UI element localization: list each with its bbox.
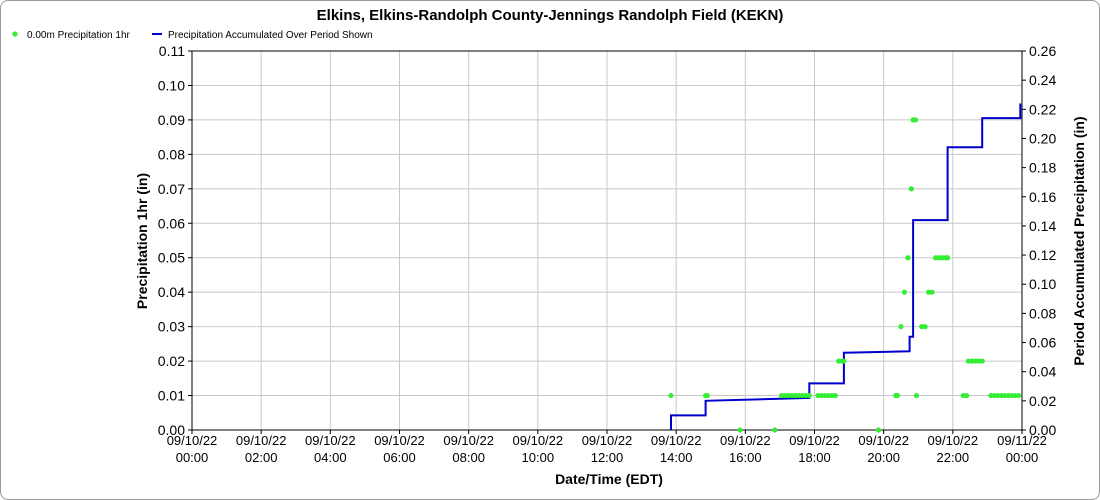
- left-tick-label: 0.02: [158, 353, 185, 369]
- left-tick-label: 0.07: [158, 181, 185, 197]
- precip-point: [945, 255, 951, 261]
- x-tick-time: 16:00: [729, 450, 762, 465]
- left-axis-ticks: 0.00 0.01 0.02 0.03 0.04 0.05 0.06 0.07 0.08 0.09…: [158, 43, 192, 438]
- left-tick-label: 0.09: [158, 112, 185, 128]
- left-tick-label: 0.04: [158, 284, 185, 300]
- x-tick-date: 09/10/22: [582, 433, 633, 448]
- legend-label-accumulated: Precipitation Accumulated Over Period Sh…: [168, 30, 373, 41]
- x-tick-time: 18:00: [798, 450, 831, 465]
- x-tick-time: 06:00: [383, 450, 416, 465]
- left-tick-label: 0.05: [158, 250, 185, 266]
- chart-title: Elkins, Elkins-Randolph County-Jennings …: [317, 7, 784, 24]
- precip-point: [1015, 392, 1022, 399]
- legend-marker-precip-1hr: [12, 31, 18, 37]
- x-tick-date: 09/10/22: [789, 433, 840, 448]
- x-tick-date: 09/10/22: [928, 433, 979, 448]
- left-tick-label: 0.06: [158, 215, 185, 231]
- y-axis-right-label: Period Accumulated Precipitation (in): [1071, 116, 1087, 365]
- x-tick-time: 14:00: [660, 450, 693, 465]
- x-tick-date: 09/10/22: [236, 433, 287, 448]
- x-tick-time: 00:00: [176, 450, 209, 465]
- precip-1hr-series: [668, 117, 1022, 433]
- x-tick-time: 00:00: [1006, 450, 1039, 465]
- right-tick-label: 0.16: [1029, 189, 1056, 205]
- x-tick-time: 02:00: [245, 450, 278, 465]
- precip-point: [806, 392, 812, 399]
- right-tick-label: 0.14: [1029, 218, 1056, 234]
- precip-point: [772, 427, 778, 433]
- right-tick-label: 0.18: [1029, 160, 1056, 176]
- x-tick-time: 10:00: [522, 450, 555, 465]
- right-tick-label: 0.24: [1029, 72, 1056, 88]
- precip-point: [908, 186, 914, 192]
- right-tick-label: 0.00: [1029, 422, 1056, 438]
- x-tick-date: 09/10/22: [443, 433, 494, 448]
- precip-point: [901, 289, 908, 295]
- precip-point: [979, 358, 985, 364]
- x-tick-date: 09/10/22: [858, 433, 909, 448]
- right-tick-label: 0.20: [1029, 130, 1056, 146]
- precip-point: [929, 289, 935, 295]
- x-axis-ticks: 09/10/22 00:00 09/10/22 02:00 09/10/22 04:00 0…: [167, 430, 1047, 465]
- precip-point: [737, 427, 743, 433]
- legend-label-precip-1hr: 0.00m Precipitation 1hr: [27, 30, 131, 41]
- legend: 0.00m Precipitation 1hr Precipitation Ac…: [12, 30, 373, 41]
- grid: [191, 50, 1023, 431]
- precip-point: [913, 392, 920, 399]
- right-tick-label: 0.10: [1029, 276, 1056, 292]
- precip-point: [912, 117, 919, 123]
- right-tick-label: 0.06: [1029, 335, 1056, 351]
- x-tick-time: 22:00: [937, 450, 970, 465]
- x-tick-time: 08:00: [452, 450, 485, 465]
- precip-point: [841, 358, 847, 364]
- x-axis-label: Date/Time (EDT): [555, 471, 663, 487]
- x-tick-time: 20:00: [867, 450, 900, 465]
- x-tick-date: 09/10/22: [305, 433, 356, 448]
- right-tick-label: 0.12: [1029, 247, 1056, 263]
- x-tick-date: 09/11/22: [997, 433, 1047, 448]
- left-tick-label: 0.08: [158, 146, 185, 162]
- left-tick-label: 0.03: [158, 319, 185, 335]
- precip-point: [875, 427, 882, 433]
- x-tick-date: 09/10/22: [167, 433, 218, 448]
- y-axis-left-label: Precipitation 1hr (in): [134, 173, 150, 309]
- x-tick-date: 09/10/22: [374, 433, 425, 448]
- right-tick-label: 0.02: [1029, 393, 1056, 409]
- right-tick-label: 0.26: [1029, 43, 1056, 59]
- precip-point: [898, 324, 904, 330]
- accumulated-series: [670, 103, 1022, 430]
- right-tick-label: 0.04: [1029, 364, 1056, 380]
- x-tick-date: 09/10/22: [651, 433, 702, 448]
- precip-point: [668, 392, 674, 399]
- left-tick-label: 0.00: [158, 422, 185, 438]
- right-tick-label: 0.22: [1029, 101, 1056, 117]
- precip-point: [832, 392, 838, 399]
- right-axis-ticks: 0.00 0.02 0.04 0.06 0.08 0.10 0.12 0.14 0.16 0.18…: [1022, 43, 1056, 438]
- left-tick-label: 0.01: [158, 388, 185, 404]
- precip-point: [894, 392, 901, 399]
- left-tick-label: 0.11: [159, 43, 185, 59]
- precip-point: [905, 255, 911, 261]
- precip-point: [964, 392, 970, 399]
- left-tick-label: 0.10: [158, 77, 185, 93]
- x-tick-date: 09/10/22: [720, 433, 771, 448]
- precip-point: [704, 392, 710, 399]
- precip-point: [922, 324, 928, 330]
- x-tick-date: 09/10/22: [513, 433, 564, 448]
- x-tick-time: 04:00: [314, 450, 347, 465]
- x-tick-time: 12:00: [591, 450, 624, 465]
- accumulated-line: [670, 103, 1022, 430]
- right-tick-label: 0.08: [1029, 305, 1056, 321]
